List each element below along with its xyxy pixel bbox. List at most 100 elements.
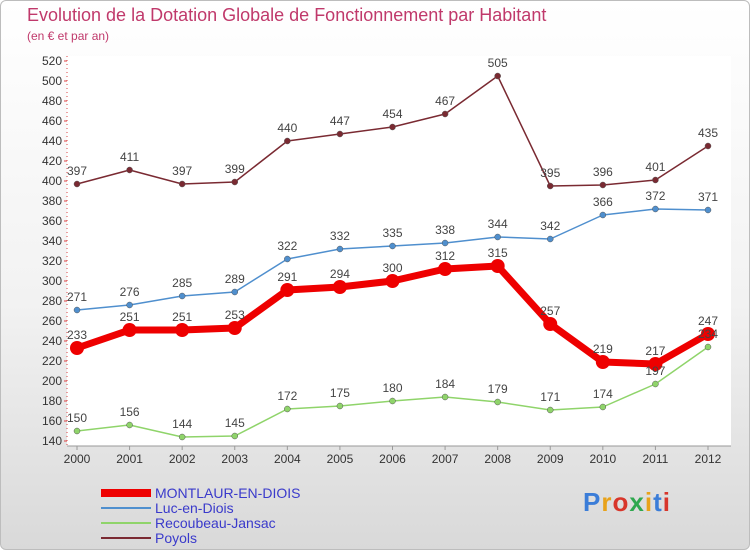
y-tick-label: 200	[42, 374, 62, 388]
data-point	[547, 182, 554, 190]
x-tick-label: 2004	[274, 452, 301, 466]
data-point	[126, 421, 133, 429]
data-point	[231, 288, 238, 296]
data-point	[595, 355, 610, 369]
data-label: 397	[172, 164, 192, 178]
data-label: 300	[382, 261, 402, 275]
data-point	[599, 211, 607, 219]
data-point	[178, 180, 186, 188]
data-label: 399	[225, 162, 245, 176]
data-point	[648, 357, 663, 371]
y-tick-label: 340	[42, 234, 62, 248]
legend-label: Recoubeau-Jansac	[155, 515, 276, 531]
y-tick-label: 320	[42, 254, 62, 268]
data-point	[284, 137, 291, 145]
y-tick-label: 440	[42, 134, 62, 148]
legend-label: Poyols	[155, 530, 198, 546]
data-point	[389, 123, 396, 131]
data-label: 253	[225, 308, 245, 322]
legend-label: Luc-en-Diois	[155, 500, 234, 516]
data-label: 396	[593, 165, 613, 179]
data-point	[599, 403, 607, 411]
data-label: 315	[488, 246, 508, 260]
data-label: 179	[488, 382, 508, 396]
data-label: 435	[698, 126, 718, 140]
data-point	[441, 110, 449, 118]
data-point	[284, 405, 291, 413]
x-tick-label: 2006	[379, 452, 406, 466]
legend-label: MONTLAUR-EN-DIOIS	[155, 485, 301, 501]
data-point	[652, 176, 659, 184]
data-label: 338	[435, 223, 455, 237]
data-point	[336, 245, 344, 253]
chart-subtitle: (en € et par an)	[27, 29, 110, 43]
data-point	[336, 402, 344, 410]
y-tick-label: 280	[42, 294, 62, 308]
data-label: 184	[435, 377, 455, 391]
data-label: 291	[277, 270, 297, 284]
chart-title: Evolution de la Dotation Globale de Fonc…	[27, 5, 547, 25]
y-tick-label: 360	[42, 214, 62, 228]
data-point	[231, 178, 238, 186]
x-tick-label: 2003	[221, 452, 248, 466]
data-label: 294	[330, 267, 350, 281]
data-label: 257	[540, 304, 560, 318]
x-tick-label: 2009	[537, 452, 564, 466]
data-point	[704, 343, 712, 351]
data-point	[231, 432, 238, 440]
y-tick-label: 160	[42, 414, 62, 428]
proxiti-logo: Proxiti	[583, 487, 671, 517]
y-tick-label: 240	[42, 334, 62, 348]
data-label: 217	[645, 344, 665, 358]
y-tick-label: 180	[42, 394, 62, 408]
x-tick-label: 2012	[695, 452, 722, 466]
data-point	[126, 166, 133, 174]
data-point	[73, 427, 81, 435]
data-label: 276	[120, 285, 140, 299]
data-label: 219	[593, 342, 613, 356]
data-point	[389, 242, 396, 250]
data-label: 150	[67, 411, 87, 425]
data-point	[332, 280, 347, 294]
data-label: 251	[120, 310, 140, 324]
data-label: 172	[277, 389, 297, 403]
data-point	[652, 380, 659, 388]
plot-area	[67, 56, 731, 446]
y-tick-label: 480	[42, 94, 62, 108]
x-tick-label: 2007	[432, 452, 459, 466]
data-label: 289	[225, 272, 245, 286]
data-label: 233	[67, 328, 87, 342]
data-label: 454	[382, 107, 402, 121]
data-label: 397	[67, 164, 87, 178]
y-tick-label: 460	[42, 114, 62, 128]
y-tick-label: 420	[42, 154, 62, 168]
data-label: 344	[488, 217, 508, 231]
data-point	[438, 262, 453, 276]
x-tick-label: 2000	[64, 452, 91, 466]
data-label: 251	[172, 310, 192, 324]
data-point	[175, 323, 190, 337]
data-point	[494, 233, 501, 241]
data-label: 366	[593, 195, 613, 209]
data-point	[284, 255, 291, 263]
x-tick-label: 2011	[643, 452, 669, 466]
y-tick-label: 260	[42, 314, 62, 328]
y-tick-label: 380	[42, 194, 62, 208]
data-point	[178, 292, 186, 300]
data-point	[178, 433, 186, 441]
data-label: 234	[698, 327, 718, 341]
data-label: 180	[382, 381, 402, 395]
y-tick-label: 220	[42, 354, 62, 368]
data-point	[227, 321, 242, 335]
x-tick-label: 2005	[327, 452, 354, 466]
data-point	[441, 393, 449, 401]
data-label: 312	[435, 249, 455, 263]
data-point	[122, 323, 137, 337]
data-point	[73, 180, 81, 188]
data-label: 271	[67, 290, 87, 304]
data-label: 174	[593, 387, 613, 401]
legend-swatch	[101, 522, 151, 524]
data-point	[70, 341, 84, 355]
